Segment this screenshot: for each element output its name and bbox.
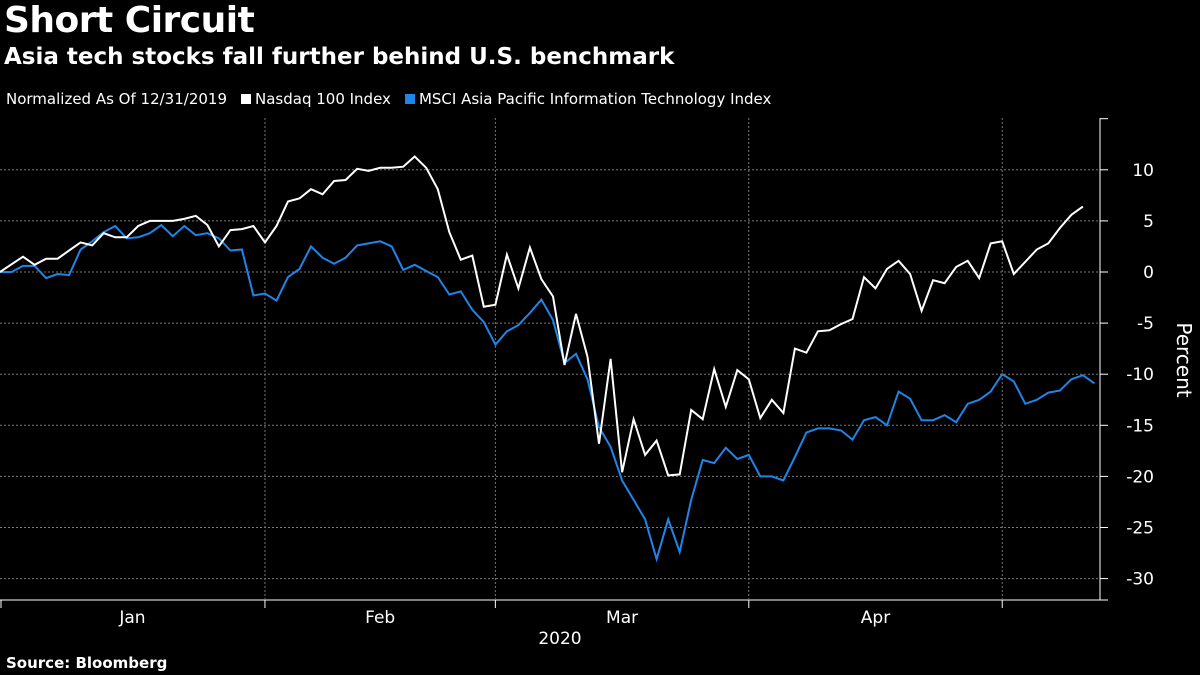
y-tick-label: -5 <box>1137 314 1154 334</box>
legend-swatch-msci <box>404 94 415 104</box>
legend-note: Normalized As Of 12/31/2019 <box>6 90 227 108</box>
series-line-nasdaq-100 <box>0 155 1084 477</box>
legend-label-msci: MSCI Asia Pacific Information Technology… <box>418 90 772 108</box>
legend: Normalized As Of 12/31/2019 Nasdaq 100 I… <box>6 90 771 108</box>
y-tick-label: -15 <box>1126 416 1154 436</box>
x-tick-label-mar: Mar <box>606 608 638 628</box>
y-tick-label: -10 <box>1126 365 1154 385</box>
series-line-msci-asia-pacific-it <box>0 223 1095 563</box>
legend-label-nasdaq: Nasdaq 100 Index <box>255 90 391 108</box>
chart-title: Short Circuit <box>4 0 255 41</box>
y-tick-label: -20 <box>1126 467 1154 487</box>
y-tick-label: 0 <box>1143 263 1154 283</box>
y-axis-label: Percent <box>1172 322 1196 397</box>
source-note: Source: Bloomberg <box>6 654 168 672</box>
x-tick-label-apr: Apr <box>861 608 890 628</box>
y-tick-label: 10 <box>1132 161 1154 181</box>
chart-subtitle: Asia tech stocks fall further behind U.S… <box>4 44 675 70</box>
x-tick-label-feb: Feb <box>365 608 395 628</box>
x-axis-year-label: 2020 <box>538 629 581 649</box>
y-tick-label: -30 <box>1126 570 1154 590</box>
y-tick-label: 5 <box>1143 212 1154 232</box>
x-tick-label-jan: Jan <box>118 608 145 628</box>
legend-swatch-nasdaq <box>241 94 251 104</box>
y-tick-label: -25 <box>1126 519 1154 539</box>
